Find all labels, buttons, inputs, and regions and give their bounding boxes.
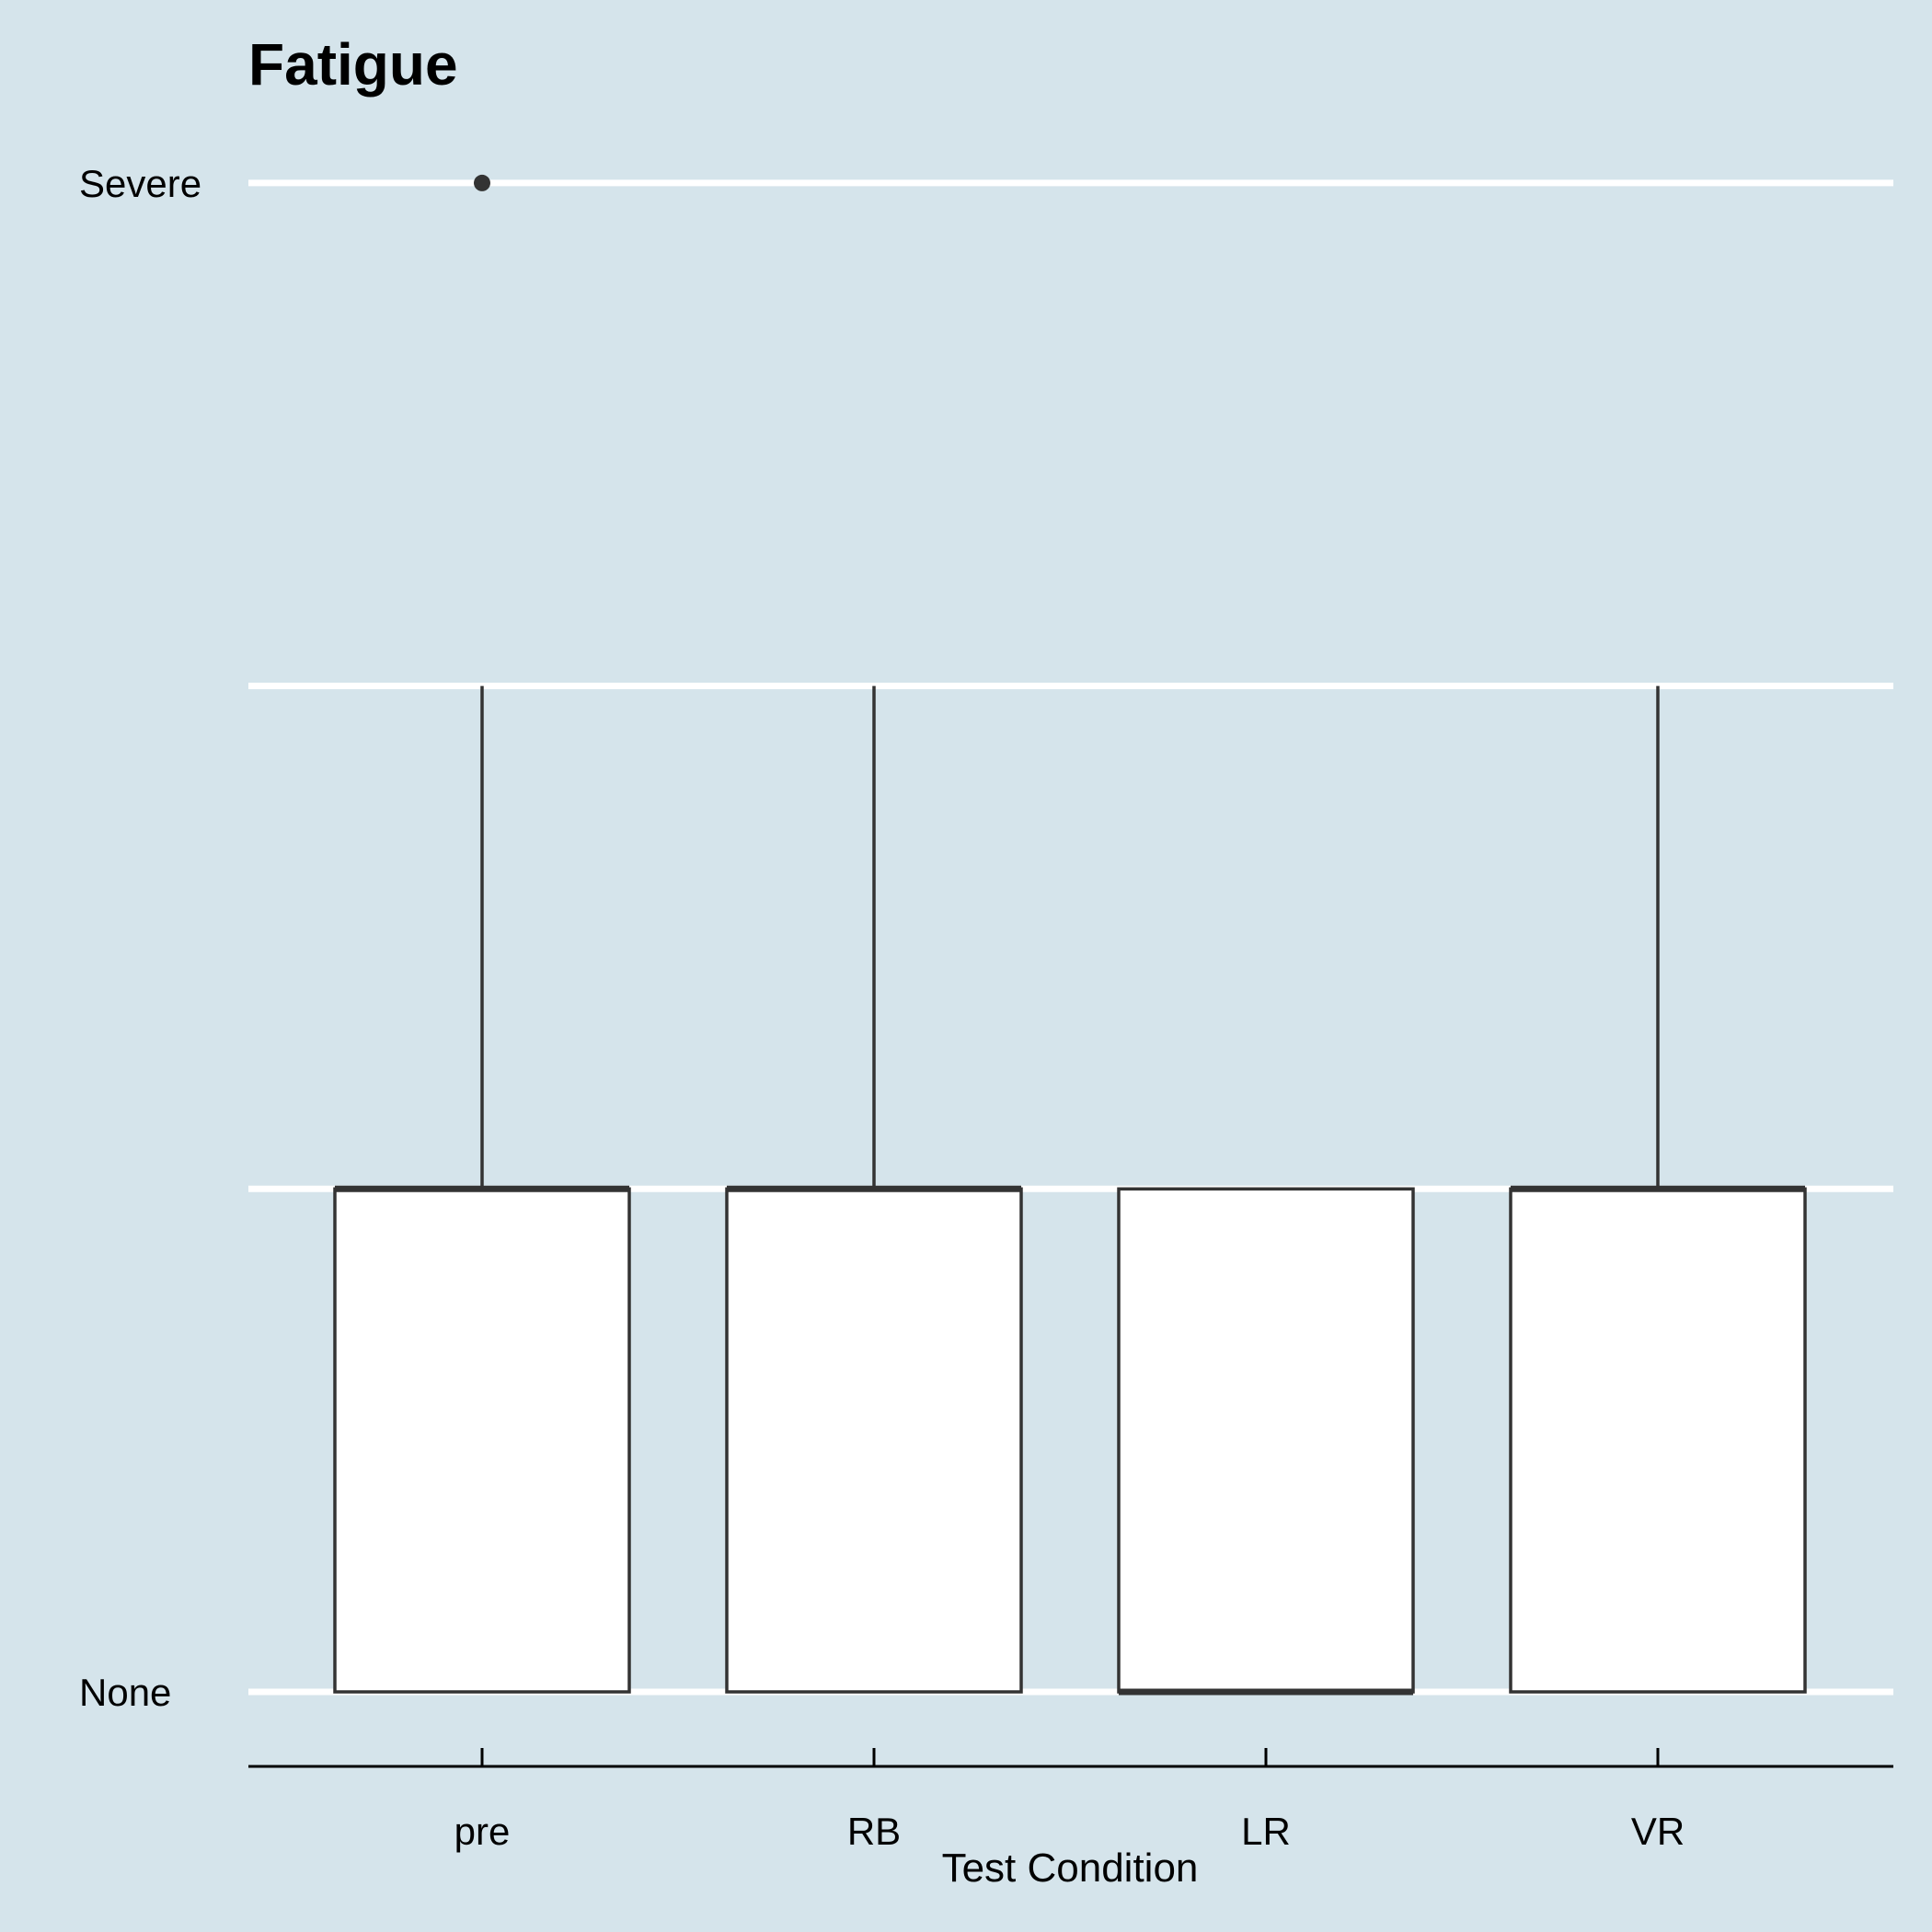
x-tick-label-LR: LR — [1241, 1810, 1291, 1853]
box-body — [333, 1187, 631, 1694]
boxes — [333, 174, 1807, 1696]
box-VR — [1509, 685, 1807, 1694]
x-axis-title: Test Condition — [942, 1846, 1199, 1891]
box-body — [1117, 1187, 1415, 1694]
y-tick-labels: None Severe — [79, 162, 201, 1714]
box-body — [725, 1187, 1023, 1694]
box-LR — [1117, 1187, 1415, 1696]
y-tick-label-severe: Severe — [79, 162, 201, 205]
x-tick-label-RB: RB — [847, 1810, 901, 1853]
y-tick-label-none: None — [79, 1671, 171, 1714]
box-pre — [333, 174, 631, 1694]
box-RB — [725, 685, 1023, 1694]
chart-title: Fatigue — [248, 31, 458, 98]
box-body — [1509, 1187, 1807, 1694]
x-tick-label-VR: VR — [1631, 1810, 1685, 1853]
x-axis: pre RB LR VR — [248, 1748, 1893, 1853]
outlier-point — [474, 174, 490, 191]
x-tick-label-pre: pre — [454, 1810, 511, 1853]
